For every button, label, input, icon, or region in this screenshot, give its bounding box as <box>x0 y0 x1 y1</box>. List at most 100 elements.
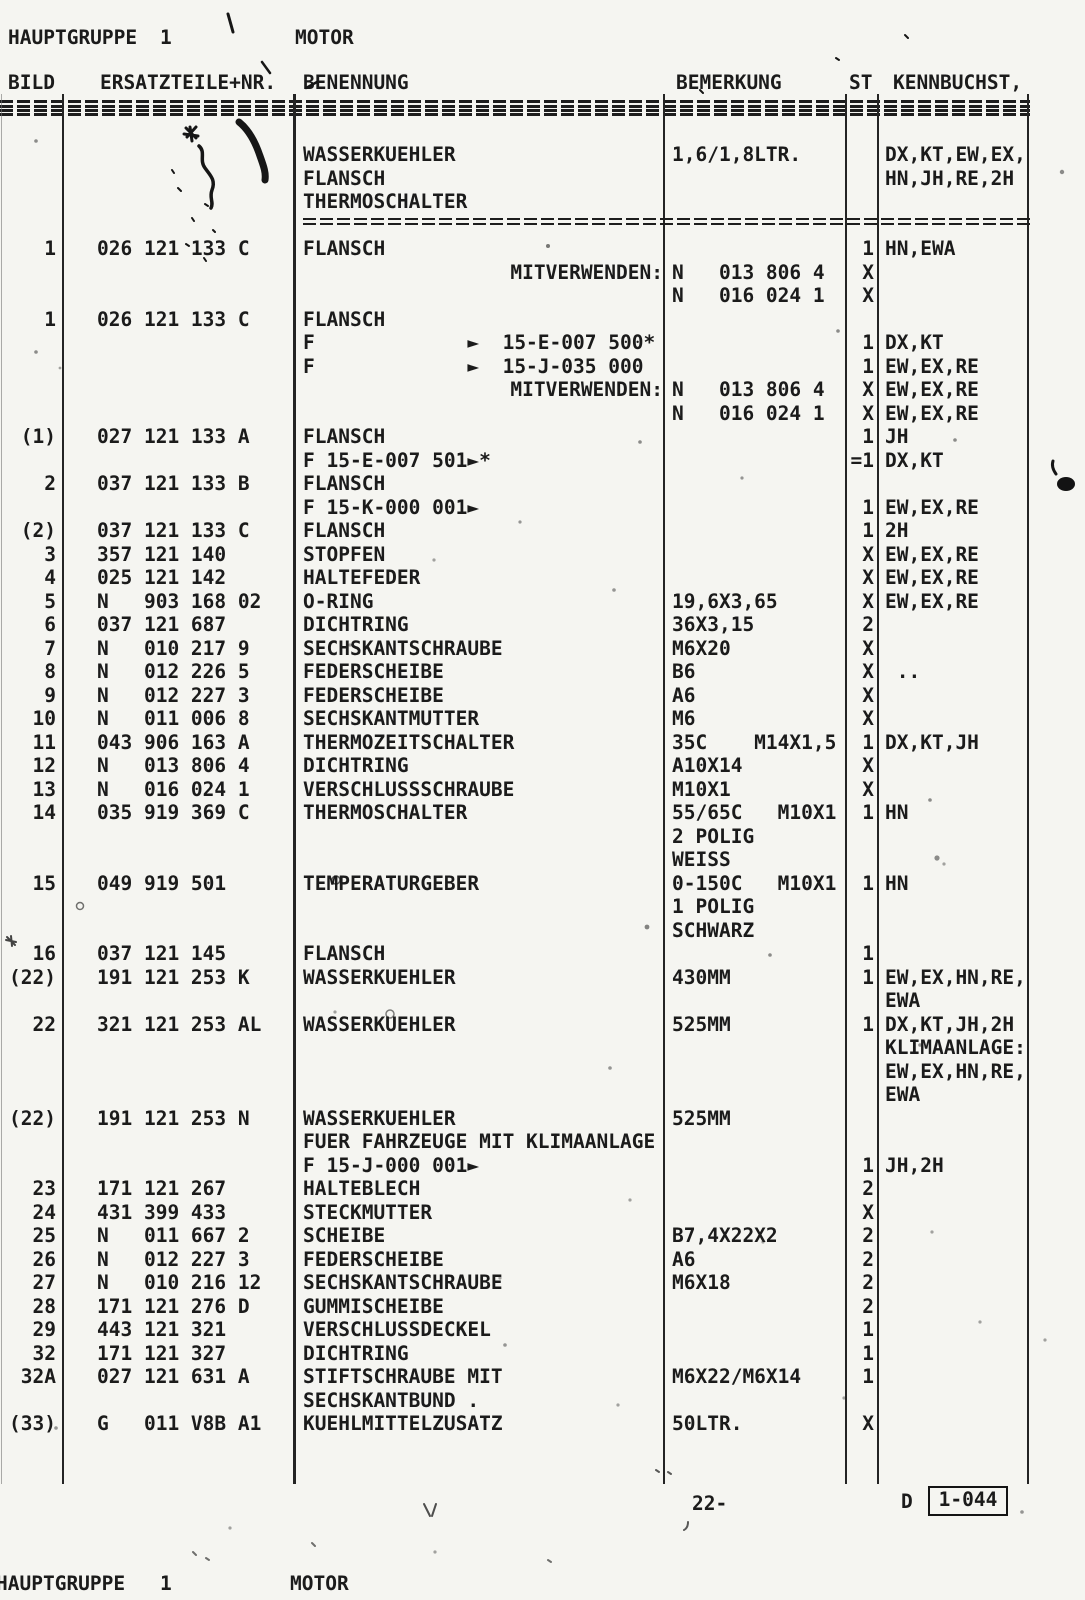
cell-remark: 35C M14X1,5 <box>672 730 837 754</box>
cell-bild-number: 2 <box>44 472 56 495</box>
cell-description: FLANSCH <box>303 519 386 542</box>
cell-description: MITVERWENDEN: <box>510 260 663 284</box>
cell-part-number: 035 919 369 C <box>97 801 250 824</box>
cell-remark: A6 <box>672 683 696 707</box>
cell-description: O-RING <box>303 589 374 613</box>
cell-quantity: X <box>862 683 874 707</box>
table-section-separator <box>0 214 1032 238</box>
table-row: EW,EX,HN,RE, <box>0 1060 1032 1084</box>
table-row: 16 037 121 145 FLANSCH 1 <box>0 942 1032 966</box>
cell-bild-number: 14 <box>32 801 56 824</box>
table-row: 10 N 011 006 8 SECHSKANTMUTTER M6 X <box>0 707 1032 731</box>
cell-part-number: 443 121 321 <box>97 1318 227 1341</box>
cell-quantity: 2 <box>862 1294 874 1318</box>
cell-description: WASSERKUEHLER <box>303 143 456 166</box>
table-row: 26 N 012 227 3 FEDERSCHEIBE A6 2 <box>0 1248 1032 1272</box>
cell-quantity: X <box>862 284 874 307</box>
cell-part-number: 171 121 267 <box>97 1177 227 1200</box>
cell-code-letters: HN,JH,RE,2H <box>885 166 1015 190</box>
cell-remark: 1 POLIG <box>672 895 755 918</box>
cell-bild-number: 12 <box>32 754 56 777</box>
cell-code-letters: EW,EX,RE <box>885 566 979 589</box>
cell-quantity: X <box>862 542 874 566</box>
cell-description: F 15-K-000 001► <box>303 495 480 519</box>
table-row: F 15-J-000 001► 1 JH,2H <box>0 1154 1032 1178</box>
cell-bild-number: 28 <box>32 1294 56 1318</box>
cell-quantity: X <box>862 566 874 589</box>
cell-bild-number: 25 <box>32 1224 56 1247</box>
cell-remark: 19,6X3,65 <box>672 589 778 613</box>
section-separator-line <box>303 222 1030 225</box>
cell-remark: 0-150C M10X1 <box>672 871 837 895</box>
header-separator-line <box>0 105 1030 108</box>
cell-quantity: X <box>862 1200 874 1224</box>
table-row: (33) G 011 V8B A1 KUEHLMITTELZUSATZ 50LTR. X <box>0 1412 1032 1436</box>
column-header-benennung: BENENNUNG <box>303 71 409 94</box>
cell-quantity: X <box>862 777 874 801</box>
cell-remark: N 016 024 1 <box>672 401 825 425</box>
table-border-bild-nr <box>62 94 64 1484</box>
bottom-title-hauptgruppe-label: HAUPTGRUPPE <box>0 1572 126 1595</box>
cell-part-number: 026 121 133 C <box>97 237 250 260</box>
cell-description: FLANSCH <box>303 237 386 260</box>
cell-quantity: X <box>862 260 874 284</box>
cell-bild-number: 32 <box>32 1341 56 1365</box>
cell-code-letters: DX,KT,JH,2H <box>885 1012 1015 1036</box>
cell-code-letters: DX,KT,JH <box>885 730 979 754</box>
cell-description: SECHSKANTSCHRAUBE <box>303 636 503 660</box>
cell-part-number: 431 399 433 <box>97 1200 227 1224</box>
cell-part-number: 357 121 140 <box>97 542 227 566</box>
table-row: 24 431 399 433 STECKMUTTER X <box>0 1201 1032 1225</box>
cell-quantity: X <box>862 589 874 613</box>
cell-description: FEDERSCHEIBE <box>303 1247 444 1271</box>
table-row: N 016 024 1 X EW,EX,RE <box>0 402 1032 426</box>
cell-bild-number: 13 <box>32 777 56 801</box>
cell-remark: M10X1 <box>672 777 731 801</box>
cell-description: FEDERSCHEIBE <box>303 660 444 683</box>
cell-description: GUMMISCHEIBE <box>303 1294 444 1318</box>
cell-bild-number: 11 <box>32 730 56 754</box>
cell-quantity: 1 <box>862 801 874 824</box>
cell-quantity: 2 <box>862 1271 874 1294</box>
footer-code-box: 1-044 <box>928 1486 1008 1516</box>
cell-bild-number: 29 <box>32 1318 56 1341</box>
table-row: 14 035 919 369 C THERMOSCHALTER 55/65C M10X… <box>0 801 1032 825</box>
cell-description: FUER FAHRZEUGE MIT KLIMAANLAGE <box>303 1130 656 1153</box>
cell-bild-number: (22) <box>9 965 56 989</box>
cell-bild-number: 24 <box>32 1200 56 1224</box>
cell-quantity: 1 <box>862 354 874 378</box>
cell-code-letters: EW,EX,RE <box>885 542 979 566</box>
table-row: THERMOSCHALTER <box>0 190 1032 214</box>
cell-code-letters: DX,KT <box>885 448 944 472</box>
table-row: 2 037 121 133 B FLANSCH <box>0 472 1032 496</box>
cell-description: SECHSKANTMUTTER <box>303 707 480 730</box>
header-separator-line <box>0 109 1030 112</box>
cell-bild-number: 4 <box>44 566 56 589</box>
cell-description: THERMOZEITSCHALTER <box>303 730 515 754</box>
cell-quantity: 2 <box>862 1247 874 1271</box>
table-border-benennung-bemerkung <box>663 94 665 1484</box>
table-row: 6 037 121 687 DICHTRING 36X3,15 2 <box>0 613 1032 637</box>
cell-code-letters: EW,EX,RE <box>885 589 979 613</box>
cell-remark: WEISS <box>672 848 731 871</box>
cell-bild-number: 3 <box>44 542 56 566</box>
cell-remark: 525MM <box>672 1106 731 1130</box>
table-row: FLANSCH HN,JH,RE,2H <box>0 167 1032 191</box>
cell-part-number: N 012 227 3 <box>97 1247 250 1271</box>
cell-quantity: 1 <box>862 1153 874 1177</box>
cell-bild-number: 10 <box>32 707 56 730</box>
cell-code-letters: JH,2H <box>885 1153 944 1177</box>
table-row: 32A 027 121 631 A STIFTSCHRAUBE MIT M6X22/M… <box>0 1365 1032 1389</box>
cell-bild-number: 7 <box>44 636 56 660</box>
cell-description: FLANSCH <box>303 307 386 331</box>
cell-bild-number: 8 <box>44 660 56 683</box>
cell-quantity: 2 <box>862 613 874 636</box>
table-row: 4 025 121 142 HALTEFEDER X EW,EX,RE <box>0 566 1032 590</box>
cell-quantity: 1 <box>862 1318 874 1341</box>
cell-part-number: 037 121 133 B <box>97 472 250 495</box>
cell-description: MITVERWENDEN: <box>510 378 663 401</box>
cell-bild-number: 32A <box>20 1365 56 1388</box>
cell-quantity: 1 <box>862 1012 874 1036</box>
cell-remark: N 016 024 1 <box>672 284 825 307</box>
cell-remark: B7,4X22X2 <box>672 1224 778 1247</box>
